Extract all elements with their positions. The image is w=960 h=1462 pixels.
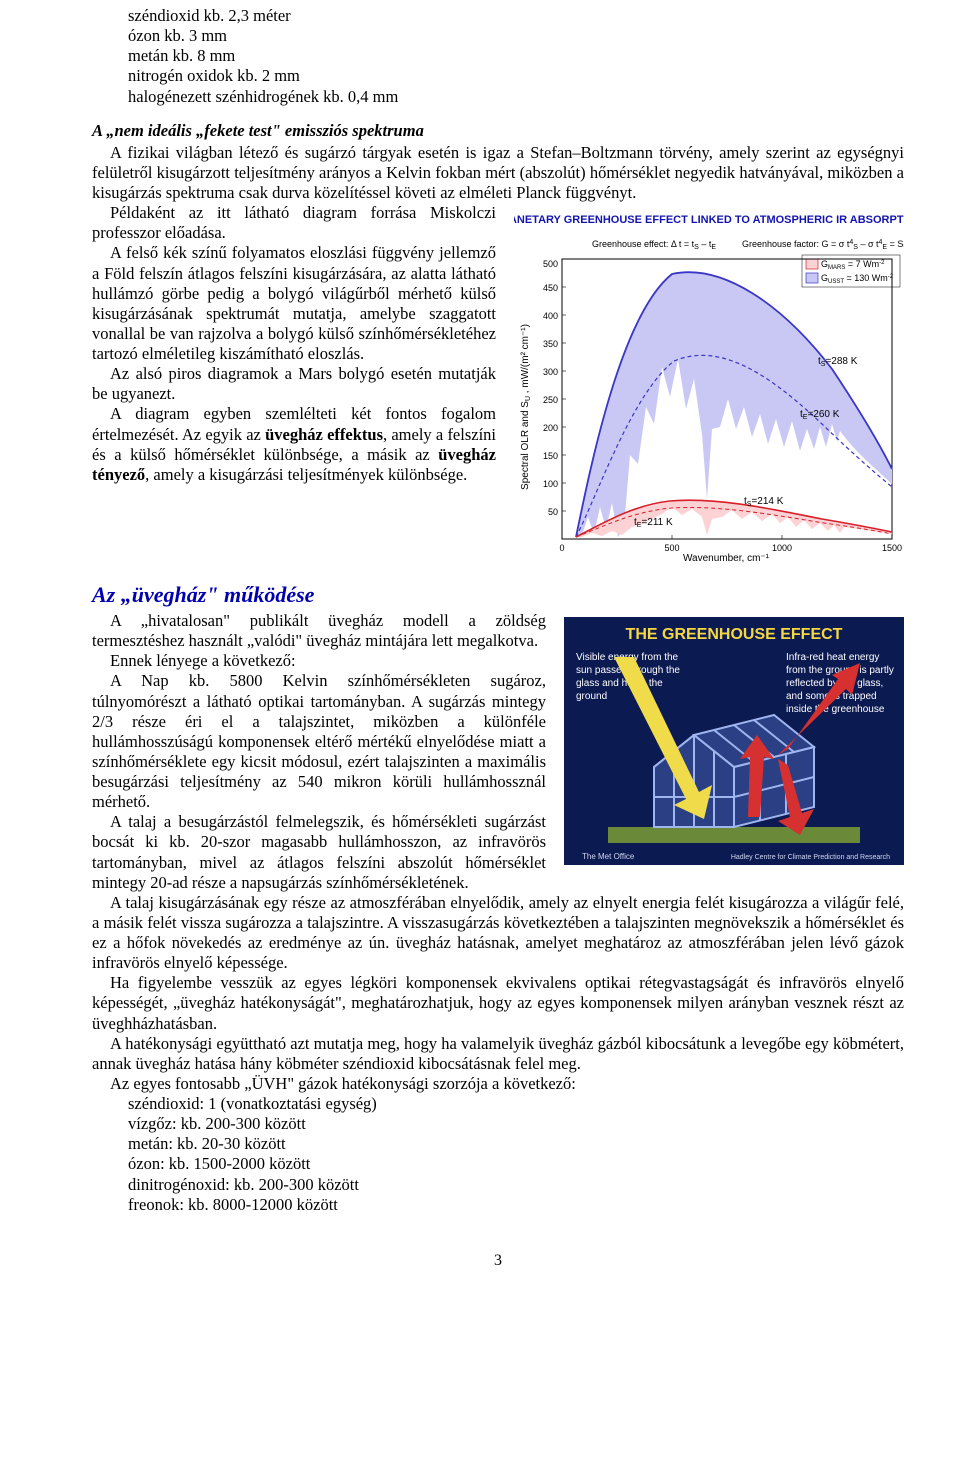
svg-text:1500: 1500 (882, 543, 902, 553)
svg-text:1000: 1000 (772, 543, 792, 553)
section-title: A „nem ideális „fekete test" emissziós s… (92, 121, 904, 141)
svg-text:450: 450 (543, 283, 558, 293)
page-number: 3 (92, 1251, 904, 1271)
spectrum-chart-svg: PLANETARY GREENHOUSE EFFECT LINKED TO AT… (514, 207, 904, 563)
paragraph: A talaj kisugárzásának egy része az atmo… (92, 893, 904, 974)
bold-term: üvegház effektus (265, 425, 383, 444)
svg-text:300: 300 (543, 367, 558, 377)
eff-list-item: ózon: kb. 1500-2000 között (128, 1154, 904, 1174)
greenhouse-svg: THE GREENHOUSE EFFECT Visible energy fro… (564, 617, 904, 865)
spectrum-chart: PLANETARY GREENHOUSE EFFECT LINKED TO AT… (514, 207, 904, 568)
svg-text:250: 250 (543, 395, 558, 405)
greenhouse-footer-right: Hadley Centre for Climate Prediction and… (731, 854, 890, 861)
svg-text:200: 200 (543, 423, 558, 433)
greenhouse-footer-left: The Met Office (582, 852, 635, 861)
section-heading: Az „üvegház" működése (92, 582, 904, 609)
chart-xlabel: Wavenumber, cm⁻¹ (683, 553, 770, 563)
efficiency-list: széndioxid: 1 (vonatkoztatási egység) ví… (92, 1094, 904, 1215)
svg-text:150: 150 (543, 451, 558, 461)
eff-list-item: metán: kb. 20-30 között (128, 1134, 904, 1154)
text: , amely a kisugárzási teljesítmények kül… (145, 465, 467, 484)
gas-list-item: nitrogén oxidok kb. 2 mm (128, 66, 904, 86)
greenhouse-figure: THE GREENHOUSE EFFECT Visible energy fro… (564, 617, 904, 870)
text-and-chart-wrap: PLANETARY GREENHOUSE EFFECT LINKED TO AT… (92, 203, 904, 568)
gas-list-item: halogénezett szénhidrogének kb. 0,4 mm (128, 87, 904, 107)
svg-text:350: 350 (543, 339, 558, 349)
gas-list-item: metán kb. 8 mm (128, 46, 904, 66)
svg-text:50: 50 (548, 507, 558, 517)
eff-list-item: freonok: kb. 8000-12000 között (128, 1195, 904, 1215)
gas-list-item: széndioxid kb. 2,3 méter (128, 6, 904, 26)
eff-list-item: dinitrogénoxid: kb. 200-300 között (128, 1175, 904, 1195)
paragraph: A fizikai világban létező és sugárzó tár… (92, 143, 904, 203)
svg-text:500: 500 (543, 259, 558, 269)
svg-text:100: 100 (543, 479, 558, 489)
paragraph: Ha figyelembe vesszük az egyes légköri k… (92, 973, 904, 1033)
svg-text:0: 0 (559, 543, 564, 553)
svg-text:500: 500 (664, 543, 679, 553)
eff-list-item: vízgőz: kb. 200-300 között (128, 1114, 904, 1134)
paragraph: A hatékonysági együttható azt mutatja me… (92, 1034, 904, 1074)
greenhouse-title: THE GREENHOUSE EFFECT (626, 626, 843, 643)
gas-list: széndioxid kb. 2,3 méter ózon kb. 3 mm m… (92, 6, 904, 107)
eff-list-item: széndioxid: 1 (vonatkoztatási egység) (128, 1094, 904, 1114)
text-and-greenhouse-wrap: THE GREENHOUSE EFFECT Visible energy fro… (92, 611, 904, 1094)
chart-title-line1: PLANETARY GREENHOUSE EFFECT LINKED TO AT… (514, 214, 904, 226)
document-page: széndioxid kb. 2,3 méter ózon kb. 3 mm m… (0, 0, 960, 1300)
gas-list-item: ózon kb. 3 mm (128, 26, 904, 46)
svg-text:400: 400 (543, 311, 558, 321)
paragraph: Az egyes fontosabb „ÜVH" gázok hatékonys… (92, 1074, 904, 1094)
chart-ylabel: Spectral OLR and SU , mW/(m² cm⁻¹) (520, 324, 532, 490)
